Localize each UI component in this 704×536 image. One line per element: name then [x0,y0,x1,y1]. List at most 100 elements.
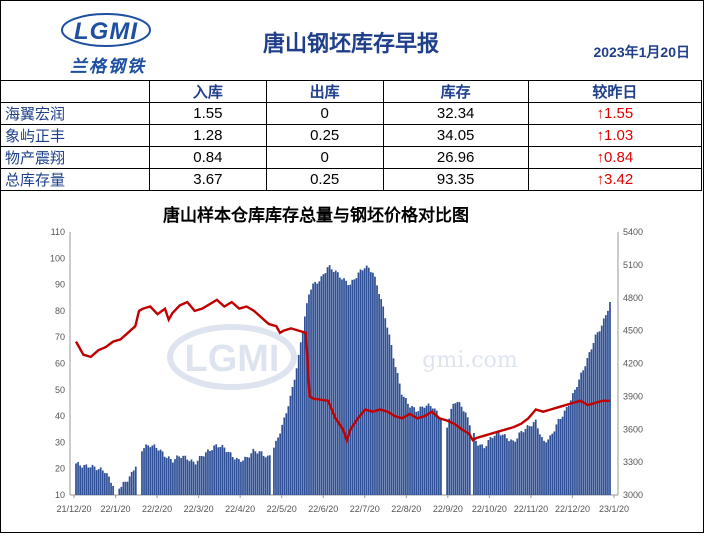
inventory-bar [163,456,166,495]
inventory-bar [281,424,284,495]
inventory-bar [176,455,178,495]
table-row: 象屿正丰 1.28 0.25 34.05 ↑1.03 [0,124,703,147]
inventory-bar [512,440,514,495]
inventory-bar [248,457,251,495]
inventory-bar [376,285,378,495]
inventory-bar [493,435,496,495]
inventory-bar [213,445,216,495]
inventory-bar [295,368,298,495]
y-left-tick-label: 90 [55,280,65,290]
inventory-bar [369,272,372,495]
inventory-bar [433,408,436,495]
watermark: LGMI gmi.com [167,324,518,390]
inventory-bar [425,405,428,495]
inventory-bar [81,467,84,495]
inventory-bar [429,406,432,495]
inventory-bar [87,467,90,495]
inventory-bar [351,279,354,495]
warehouse-name: 海翼宏润 [0,102,150,125]
inventory-bar [250,453,253,495]
inventory-bar [528,426,531,495]
x-tick-label: 22/3/20 [184,504,214,514]
inventory-bar [518,432,521,495]
inventory-bar [184,455,187,495]
inventory-bar [501,434,504,495]
inventory-bar [417,411,420,495]
inventory-bar [91,464,94,495]
inventory-bar [578,379,580,495]
y-left-tick-label: 60 [55,359,65,369]
inventory-bar [174,459,176,495]
x-tick-label: 23/1/20 [599,504,629,514]
inventory-bar [405,398,407,495]
inventory-bar [217,447,220,495]
inventory-bar [372,272,374,495]
inventory-bar [353,279,356,495]
inventory-bar [106,473,108,495]
x-tick-label: 22/4/20 [225,504,255,514]
y-left-tick-label: 20 [55,464,65,474]
x-tick-label: 22/6/20 [308,504,338,514]
x-tick-label: 22/11/20 [514,504,548,514]
inventory-bars [75,265,611,495]
inventory-bar [314,281,317,495]
inventory-bar [522,432,525,495]
change-value: ↑1.55 [527,102,703,125]
inventory-bar [609,302,611,495]
inventory-bar [431,408,434,495]
inventory-bar [446,427,448,495]
inventory-bar [390,345,393,495]
inventory-bar [460,406,463,495]
x-tick-label: 22/9/20 [433,504,463,514]
inventory-bar [394,367,397,495]
y-left-tick-label: 80 [55,306,65,316]
inventory-bar [77,462,79,495]
inventory-bar [590,349,593,495]
y-right-tick-label: 3900 [623,391,643,401]
inventory-bar [440,419,442,495]
inventory-bar [233,459,236,495]
stock-value: 93.35 [382,168,529,191]
inventory-bar [514,441,517,495]
inventory-bar [411,405,413,495]
inventory-bar [584,366,587,495]
inventory-bar [188,461,191,495]
inventory-bar [462,411,465,495]
inventory-bar [258,451,261,495]
change-value: ↑0.84 [527,146,703,169]
logo-text: LGMI [74,18,138,45]
inventory-bar [178,456,180,495]
chart-title: 唐山样本仓库库存总量与钢坯价格对比图 [163,205,469,226]
inventory-bar [378,294,380,495]
inventory-bar [244,456,246,495]
column-header: 库存 [382,80,529,103]
y-right-tick-label: 3000 [623,490,643,500]
y-right-tick-label: 5100 [623,260,643,270]
inventory-bar [545,442,547,495]
stock-value: 32.34 [382,102,529,125]
inventory-bar [483,448,486,495]
inventory-bar [561,416,564,495]
y-left-tick-label: 30 [55,437,65,447]
inventory-bar [435,410,438,495]
inventory-bar [316,283,319,495]
inventory-bar [569,400,572,495]
inventory-bar [122,481,125,495]
inventory-bar [198,455,201,495]
inventory-bar [202,456,205,495]
x-tick-label: 22/10/20 [472,504,507,514]
inventory-bar [592,343,595,495]
y-left-tick-label: 40 [55,411,65,421]
inventory-bar [310,289,312,495]
stock-value: 26.96 [382,146,529,169]
y-left-tick-label: 100 [50,253,65,263]
inventory-bar [219,447,222,495]
warehouse-name: 象屿正丰 [0,124,150,147]
inventory-bar [215,444,218,495]
change-value: ↑3.42 [527,168,703,191]
inventory-bar [506,438,508,495]
inventory-bar [301,330,304,495]
inventory-bar [85,464,88,495]
inventory-bar [409,407,411,495]
inventory-bar [526,425,529,495]
